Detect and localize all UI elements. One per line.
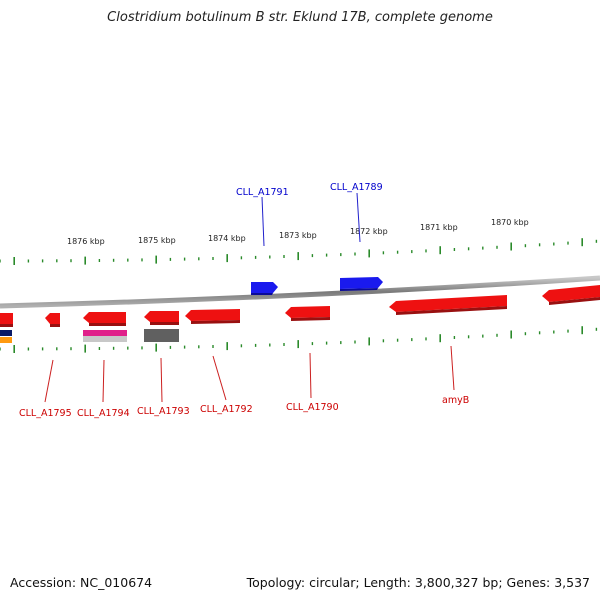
kbp-label-1875: 1875 kbp	[138, 236, 176, 245]
upper-tick-row	[0, 238, 598, 265]
gene-label-CLL_A1792[interactable]: CLL_A1792	[200, 404, 253, 415]
forward-gene-CLL_A1789[interactable]	[340, 277, 383, 291]
map-title: Clostridium botulinum B str. Eklund 17B,…	[107, 10, 493, 25]
kbp-label-1874: 1874 kbp	[208, 234, 246, 243]
reverse-gene-CLL_A1793[interactable]	[144, 311, 179, 325]
feature-strip-orange	[0, 337, 12, 343]
kbp-label-1872: 1872 kbp	[350, 227, 388, 236]
gene-label-CLL_A1791[interactable]: CLL_A1791	[236, 187, 289, 198]
gene-label-CLL_A1795[interactable]: CLL_A1795	[19, 408, 72, 419]
genome-backbone	[0, 275, 600, 309]
lower-tick-row	[0, 326, 598, 353]
feature-strip-navy	[0, 330, 12, 336]
feature-strip-pink	[83, 330, 127, 336]
feature-strip-dark-grey	[144, 329, 179, 342]
forward-gene-CLL_A1791[interactable]	[251, 282, 278, 295]
gene-label-CLL_A1794[interactable]: CLL_A1794	[77, 408, 130, 419]
reverse-gene-CLL_A1792[interactable]	[185, 309, 240, 324]
reverse-gene-CLL_A1795[interactable]	[45, 313, 60, 327]
genome-info-text: Topology: circular; Length: 3,800,327 bp…	[246, 575, 590, 590]
label-connectors	[44, 192, 455, 403]
kbp-label-1876: 1876 kbp	[67, 237, 105, 246]
kbp-label-1871: 1871 kbp	[420, 223, 458, 232]
reverse-gene-CLL_A1794[interactable]	[83, 312, 126, 326]
gene-label-CLL_A1789[interactable]: CLL_A1789	[330, 182, 383, 193]
kbp-label-1870: 1870 kbp	[491, 218, 529, 227]
gene-label-amyB[interactable]: amyB	[442, 395, 469, 406]
accession-text: Accession: NC_010674	[10, 575, 153, 590]
kbp-label-1873: 1873 kbp	[279, 231, 317, 240]
feature-strip-light-grey	[83, 336, 127, 342]
gene-label-CLL_A1793[interactable]: CLL_A1793	[137, 406, 190, 417]
gene-label-CLL_A1790[interactable]: CLL_A1790	[286, 402, 339, 413]
reverse-gene-left-edge[interactable]	[0, 313, 13, 327]
reverse-gene-CLL_A1790[interactable]	[285, 306, 330, 321]
reverse-gene-amyB[interactable]	[389, 295, 507, 315]
reverse-gene-right-edge[interactable]	[542, 285, 600, 305]
